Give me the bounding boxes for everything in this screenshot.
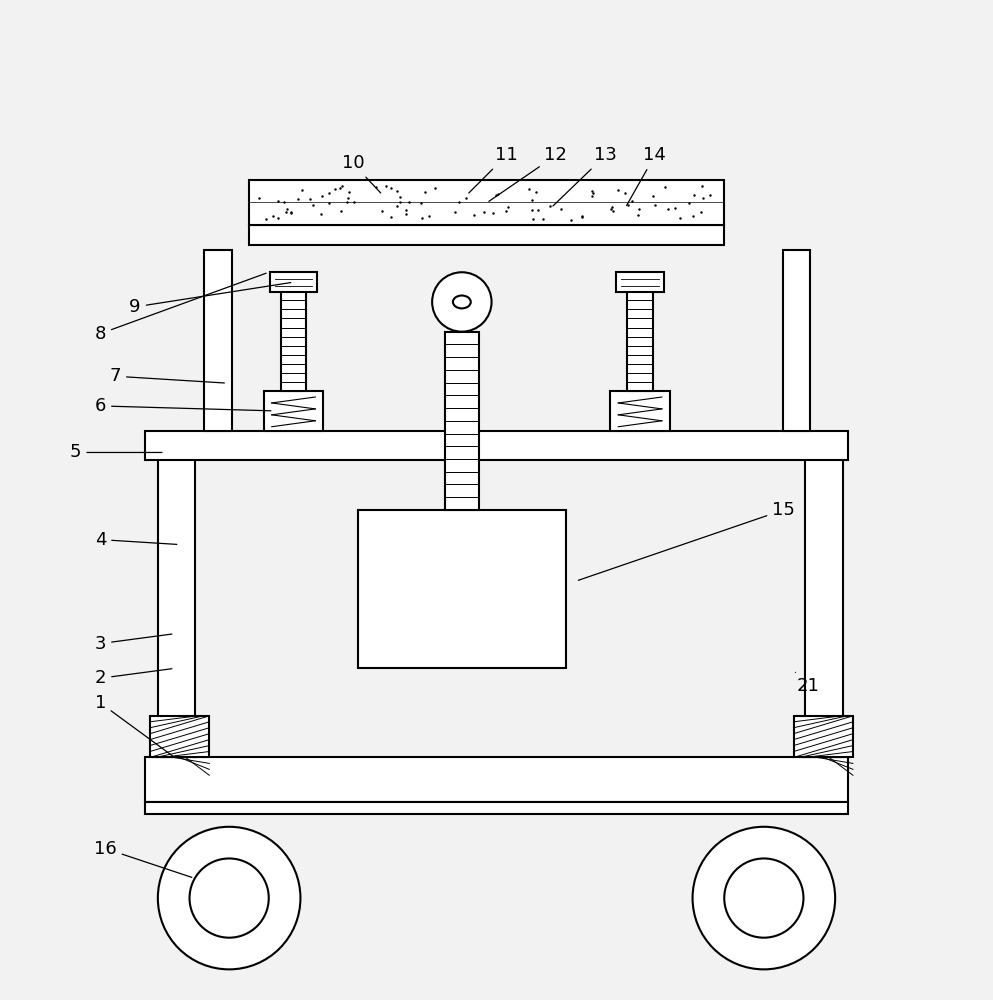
Circle shape xyxy=(158,827,301,969)
Bar xyxy=(249,225,724,245)
Bar xyxy=(782,250,810,431)
Text: 5: 5 xyxy=(70,443,162,461)
Bar xyxy=(628,282,653,391)
Text: 11: 11 xyxy=(469,146,517,193)
Text: 4: 4 xyxy=(94,531,177,549)
Bar xyxy=(357,510,566,668)
Bar xyxy=(145,757,848,802)
Text: 16: 16 xyxy=(94,840,192,877)
Bar xyxy=(793,716,853,757)
Text: 6: 6 xyxy=(94,397,271,415)
Bar xyxy=(158,452,196,757)
Circle shape xyxy=(432,272,492,332)
Text: 7: 7 xyxy=(109,367,224,385)
Text: 2: 2 xyxy=(94,669,172,687)
Text: 15: 15 xyxy=(578,501,795,580)
Text: 1: 1 xyxy=(94,694,173,756)
Bar xyxy=(249,180,724,225)
Ellipse shape xyxy=(453,296,471,308)
Bar xyxy=(611,391,670,431)
Text: 10: 10 xyxy=(342,154,380,193)
Bar xyxy=(205,250,232,431)
Text: 3: 3 xyxy=(94,634,172,653)
Text: 12: 12 xyxy=(489,146,567,201)
Text: 8: 8 xyxy=(94,273,266,343)
Text: 14: 14 xyxy=(627,146,666,205)
Bar xyxy=(445,332,479,510)
Bar xyxy=(270,272,318,292)
Circle shape xyxy=(692,827,835,969)
Text: 9: 9 xyxy=(129,283,291,316)
Text: 13: 13 xyxy=(553,146,617,206)
Bar xyxy=(617,272,664,292)
Bar xyxy=(145,802,848,814)
Circle shape xyxy=(724,858,803,938)
Text: 21: 21 xyxy=(795,672,820,695)
Circle shape xyxy=(190,858,269,938)
Bar xyxy=(805,452,843,757)
Bar xyxy=(150,716,210,757)
Bar xyxy=(281,282,307,391)
Bar xyxy=(264,391,323,431)
Bar xyxy=(145,431,848,460)
